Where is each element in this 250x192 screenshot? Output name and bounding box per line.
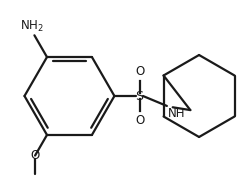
Text: NH: NH [168,107,186,120]
Text: O: O [30,149,40,162]
Text: O: O [135,65,144,78]
Text: NH$_2$: NH$_2$ [20,19,44,34]
Text: O: O [135,114,144,127]
Text: S: S [136,89,143,103]
